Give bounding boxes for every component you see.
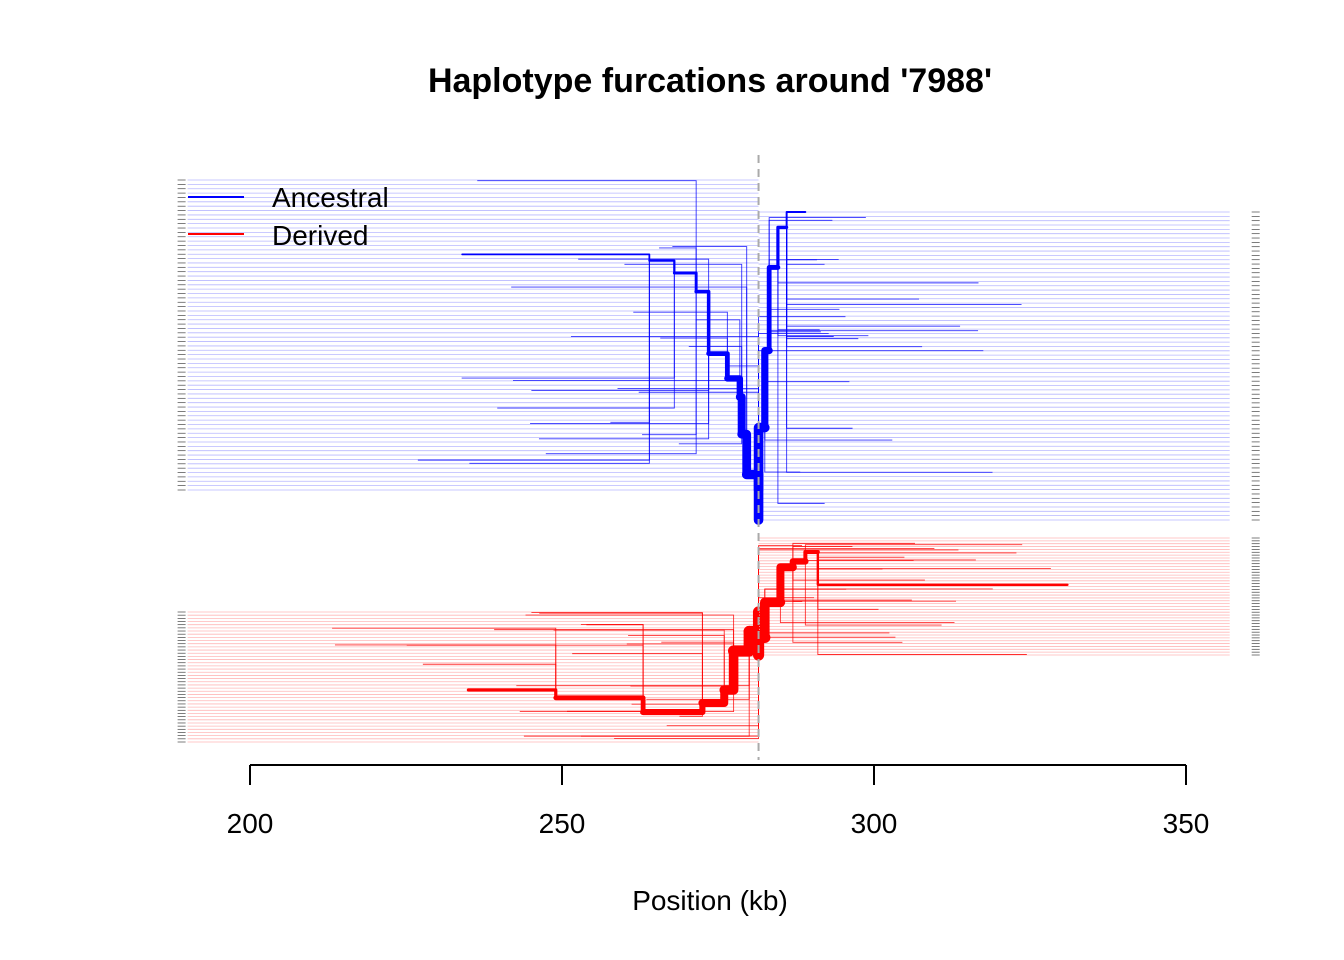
trunk-segment [728,625,755,657]
x-tick-label: 350 [1163,808,1210,839]
branch [538,353,710,440]
trunk-segment [785,211,807,229]
branch [764,427,801,473]
branch [633,311,728,379]
trunk-segment [553,695,646,715]
trunk-segment [640,699,706,716]
haplotype-block-derived-left [177,606,765,743]
branch [786,227,839,261]
legend: Ancestral Derived [188,182,389,251]
branch [792,567,883,570]
branch [461,273,675,379]
plot-area [177,155,1260,760]
legend-label-derived: Derived [272,220,368,251]
branch [786,227,859,340]
branch [545,291,697,455]
branch [792,567,903,643]
branch [786,227,825,265]
trunk-segment [672,271,698,294]
branch [624,263,743,435]
branch [764,588,993,638]
x-tick-label: 300 [851,808,898,839]
haplotype-block-derived-right [752,537,1260,661]
branch [768,331,821,351]
branch [539,612,703,703]
x-tick-label: 200 [227,808,274,839]
trunk-segment [737,429,752,479]
branch [406,644,644,713]
haplotype-block-ancestral-right [753,211,1260,525]
trunk-segment [461,253,651,262]
trunk-segment [719,646,739,695]
trunk-segment [698,686,729,707]
branch [530,353,710,425]
branch [777,267,820,331]
branch [553,629,725,690]
trunk-segment [648,259,676,275]
branch [764,427,893,441]
branch [779,602,955,624]
branch [642,291,697,436]
branch [777,267,869,337]
branch [804,561,942,626]
trunk-segment [724,375,744,401]
branch [628,635,725,690]
haplotype-block-ancestral-left [177,179,764,495]
branch [494,629,735,651]
branch [511,286,748,475]
x-axis: 200 250 300 350 [227,764,1210,839]
branch [523,612,760,737]
branch [469,260,650,464]
chart-title: Haplotype furcations around '7988' [428,62,992,100]
x-axis-label: Position (kb) [632,885,788,916]
x-tick-label: 250 [539,808,586,839]
trunk-segment [789,558,809,571]
trunk-segment [776,563,797,607]
trunk-segment [760,597,786,643]
branch [417,260,650,461]
trunk-segment [735,393,746,439]
branch [786,227,853,429]
trunk-segment [706,351,730,381]
branch [786,227,1022,305]
trunk-segment [816,550,1069,586]
trunk-segment [803,550,820,564]
branch [768,259,817,351]
branch [777,267,825,504]
trunk-segment [776,225,789,270]
trunk-segment [466,688,558,700]
legend-label-ancestral: Ancestral [272,182,389,213]
branch [570,336,760,490]
branch [758,350,984,520]
branch [777,267,979,284]
branch [572,653,703,703]
trunk-segment [694,289,711,356]
branch [332,627,557,698]
trunk-segment [766,265,781,353]
branch [792,567,957,602]
branch [516,631,750,687]
